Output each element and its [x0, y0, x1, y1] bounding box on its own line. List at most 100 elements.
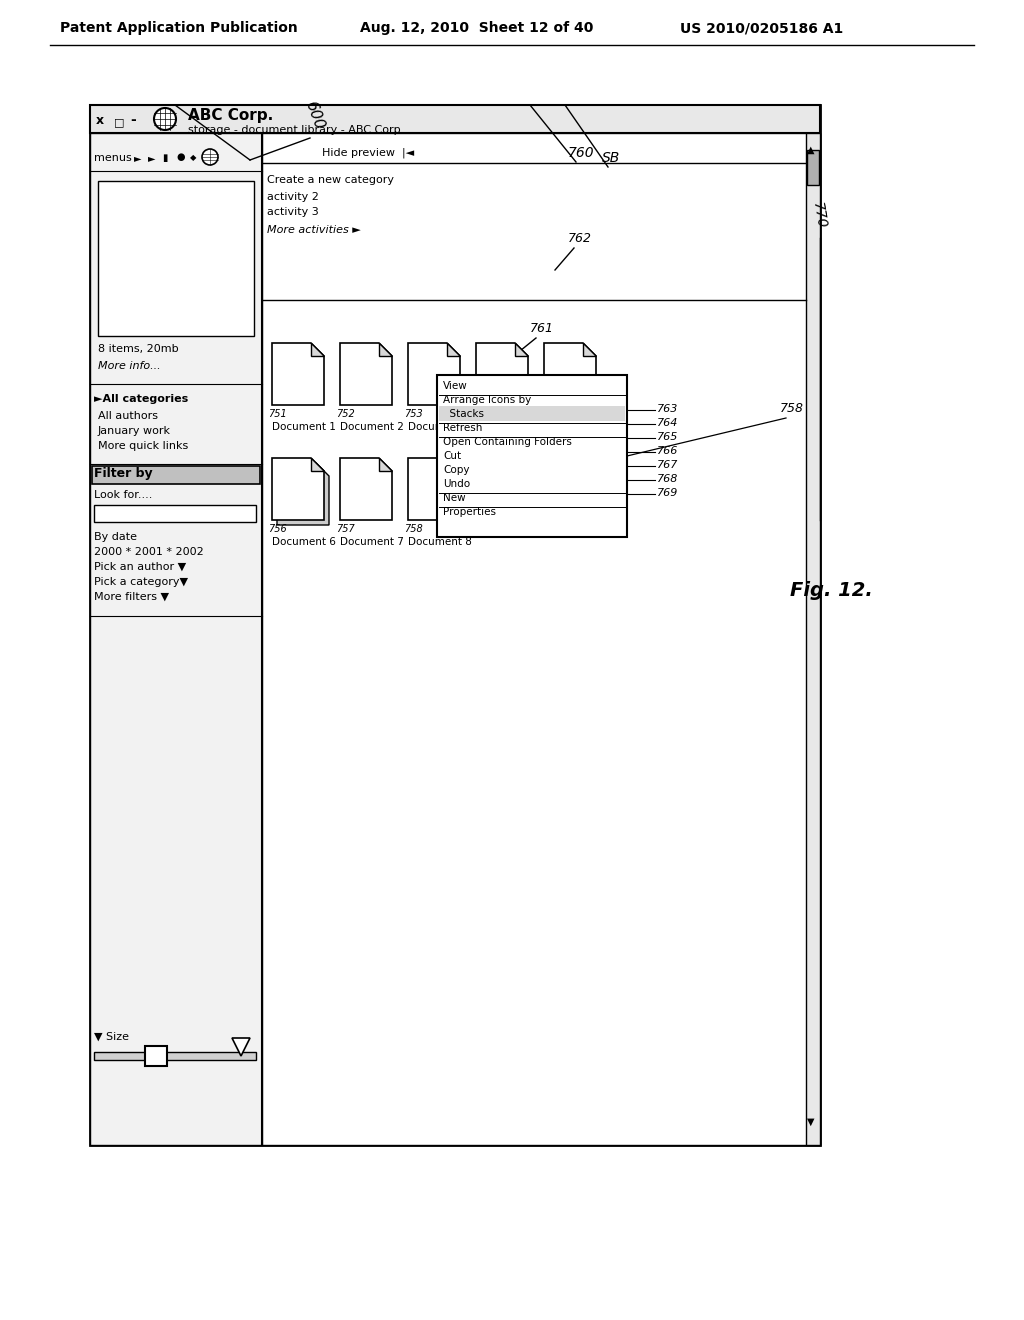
Bar — [90, 106, 820, 1144]
Text: Fig. 12.: Fig. 12. — [790, 581, 872, 601]
Text: Cut: Cut — [443, 451, 461, 461]
Text: Stacks: Stacks — [443, 409, 484, 418]
Circle shape — [202, 149, 218, 165]
Text: ►: ► — [134, 153, 141, 162]
Text: Document 7: Document 7 — [340, 537, 403, 546]
Text: Open Containing Folders: Open Containing Folders — [443, 437, 571, 447]
Text: By date: By date — [94, 532, 137, 543]
Polygon shape — [311, 343, 324, 356]
Polygon shape — [447, 458, 460, 471]
Text: 768: 768 — [657, 474, 678, 484]
Text: View: View — [443, 381, 468, 391]
Bar — [437, 375, 627, 537]
Bar — [145, 1045, 167, 1067]
Text: More filters ▼: More filters ▼ — [94, 591, 169, 602]
Text: Undo: Undo — [443, 479, 470, 488]
Text: Filter by: Filter by — [94, 467, 153, 480]
Bar — [94, 506, 256, 521]
Text: 755: 755 — [540, 409, 559, 418]
Text: Document 3: Document 3 — [408, 422, 472, 432]
Text: 767: 767 — [657, 459, 678, 470]
Polygon shape — [408, 343, 460, 405]
Text: ►: ► — [148, 153, 156, 162]
Text: More info...: More info... — [98, 360, 161, 371]
Text: storage - document library - ABC Corp.: storage - document library - ABC Corp. — [188, 125, 404, 135]
Bar — [94, 1052, 256, 1060]
Text: 762: 762 — [568, 232, 592, 246]
Text: 2000 * 2001 * 2002: 2000 * 2001 * 2002 — [94, 546, 204, 557]
Text: Refresh: Refresh — [443, 422, 482, 433]
Text: Document 4: Document 4 — [476, 422, 540, 432]
Text: 752: 752 — [336, 409, 354, 418]
Text: ◆: ◆ — [190, 153, 197, 162]
Polygon shape — [340, 343, 392, 405]
Polygon shape — [232, 1038, 250, 1056]
Text: More quick links: More quick links — [98, 441, 188, 451]
Text: ►All categories: ►All categories — [94, 393, 188, 404]
Text: 751: 751 — [268, 409, 287, 418]
Text: SB: SB — [602, 150, 621, 165]
Text: 765: 765 — [657, 432, 678, 442]
Text: 758: 758 — [780, 403, 804, 414]
Bar — [98, 181, 254, 337]
Text: Copy: Copy — [443, 465, 469, 475]
Text: □: □ — [114, 117, 125, 127]
Text: 764: 764 — [657, 418, 678, 428]
Bar — [262, 133, 820, 1144]
Polygon shape — [583, 343, 596, 356]
Polygon shape — [278, 463, 329, 525]
Text: ●: ● — [176, 152, 184, 162]
Text: 8 items, 20mb: 8 items, 20mb — [98, 345, 178, 354]
Circle shape — [154, 108, 176, 129]
Text: Pick a category▼: Pick a category▼ — [94, 577, 188, 587]
Text: 600: 600 — [302, 99, 326, 132]
Text: 756: 756 — [268, 524, 287, 535]
Bar — [807, 150, 819, 185]
Text: Create a new category: Create a new category — [267, 176, 394, 185]
Polygon shape — [311, 458, 324, 471]
Text: Pick an author ▼: Pick an author ▼ — [94, 562, 186, 572]
Text: Document 5: Document 5 — [544, 422, 608, 432]
Text: 761: 761 — [530, 322, 554, 335]
Text: activity 3: activity 3 — [267, 207, 318, 216]
Text: 766: 766 — [657, 446, 678, 455]
Text: 753: 753 — [404, 409, 423, 418]
Text: ▲: ▲ — [807, 145, 814, 154]
Text: menus: menus — [94, 153, 132, 162]
Text: x: x — [96, 114, 104, 127]
Polygon shape — [272, 343, 324, 405]
Text: Properties: Properties — [443, 507, 496, 517]
Text: 763: 763 — [657, 404, 678, 414]
Text: Document 6: Document 6 — [272, 537, 336, 546]
Text: 754: 754 — [472, 409, 490, 418]
Text: Look for....: Look for.... — [94, 490, 153, 500]
Text: January work: January work — [98, 426, 171, 436]
Text: Hide preview  |◄: Hide preview |◄ — [322, 148, 414, 158]
Polygon shape — [379, 458, 392, 471]
Text: 758: 758 — [404, 524, 423, 535]
Polygon shape — [544, 343, 596, 405]
Bar — [92, 466, 260, 484]
Bar — [439, 407, 625, 421]
Text: US 2010/0205186 A1: US 2010/0205186 A1 — [680, 21, 843, 36]
Text: Document 2: Document 2 — [340, 422, 403, 432]
Text: -: - — [130, 114, 136, 127]
Text: activity 2: activity 2 — [267, 191, 318, 202]
Text: 769: 769 — [657, 488, 678, 498]
Bar — [806, 133, 820, 1144]
Text: More activities ►: More activities ► — [267, 224, 360, 235]
Text: ABC Corp.: ABC Corp. — [188, 108, 273, 123]
Bar — [90, 106, 820, 133]
Polygon shape — [476, 343, 528, 405]
Text: Document 8: Document 8 — [408, 537, 472, 546]
Text: Patent Application Publication: Patent Application Publication — [60, 21, 298, 36]
Polygon shape — [447, 343, 460, 356]
Polygon shape — [340, 458, 392, 520]
Text: Aug. 12, 2010  Sheet 12 of 40: Aug. 12, 2010 Sheet 12 of 40 — [360, 21, 593, 36]
Text: ▼: ▼ — [807, 1117, 814, 1127]
Bar — [90, 133, 262, 1144]
Text: Arrange Icons by: Arrange Icons by — [443, 395, 531, 405]
Text: New: New — [443, 492, 466, 503]
Text: Document 1: Document 1 — [272, 422, 336, 432]
Polygon shape — [379, 343, 392, 356]
